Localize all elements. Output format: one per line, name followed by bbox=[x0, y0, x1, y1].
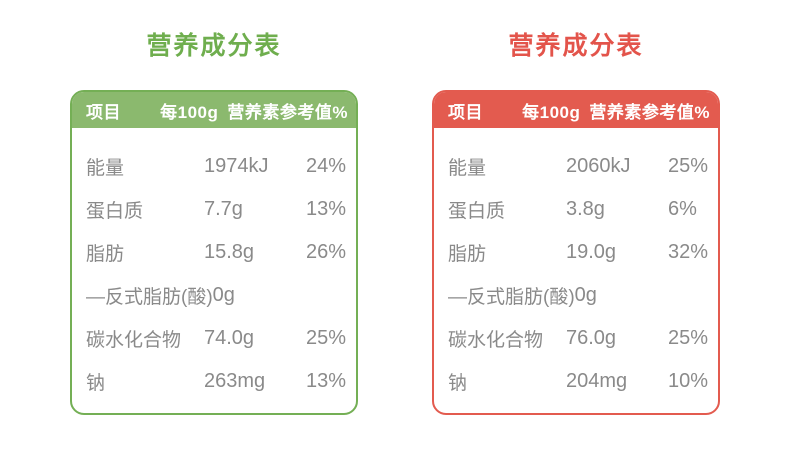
row-label: 脂肪 bbox=[448, 244, 487, 265]
row-label: —反式脂肪(酸) bbox=[86, 287, 213, 308]
row-label: 蛋白质 bbox=[448, 201, 506, 222]
row-label: 钠 bbox=[448, 373, 468, 394]
nutrition-panel-red: 营养成分表 项目 每100g 营养素参考值% 能量 2060kJ 25% 蛋白质… bbox=[432, 26, 720, 415]
panel-title-red: 营养成分表 bbox=[508, 32, 644, 60]
table-row-transfat: —反式脂肪(酸) 0g bbox=[72, 274, 356, 317]
table-row-fat: 脂肪 15.8g 26% bbox=[72, 231, 356, 274]
table-row-protein: 蛋白质 3.8g 6% bbox=[434, 188, 718, 231]
row-value: 2060kJ bbox=[566, 155, 631, 177]
row-value: 74.0g bbox=[204, 327, 255, 349]
row-nrv: 24% bbox=[306, 155, 347, 177]
row-value: 0g bbox=[574, 284, 597, 306]
table-header-red: 项目 每100g 营养素参考值% bbox=[434, 92, 718, 128]
table-header-green: 项目 每100g 营养素参考值% bbox=[72, 92, 356, 128]
row-label: 碳水化合物 bbox=[86, 330, 182, 351]
row-value: 3.8g bbox=[566, 198, 605, 220]
nutrition-table-red: 项目 每100g 营养素参考值% 能量 2060kJ 25% 蛋白质 3.8g … bbox=[432, 90, 720, 415]
table-body-green: 能量 1974kJ 24% 蛋白质 7.7g 13% 脂肪 15.8g 26% … bbox=[72, 128, 356, 403]
row-nrv: 26% bbox=[306, 241, 347, 263]
row-value: 263mg bbox=[204, 370, 266, 392]
table-row-fat: 脂肪 19.0g 32% bbox=[434, 231, 718, 274]
table-row-sodium: 钠 263mg 13% bbox=[72, 360, 356, 403]
row-nrv: 25% bbox=[668, 327, 709, 349]
table-row-protein: 蛋白质 7.7g 13% bbox=[72, 188, 356, 231]
row-nrv: 13% bbox=[306, 370, 347, 392]
row-value: 1974kJ bbox=[204, 155, 269, 177]
row-label: 碳水化合物 bbox=[448, 330, 544, 351]
row-nrv: 13% bbox=[306, 198, 347, 220]
table-row-carbohydrate: 碳水化合物 74.0g 25% bbox=[72, 317, 356, 360]
row-label: 能量 bbox=[448, 158, 487, 179]
header-col-per100g: 每100g bbox=[160, 102, 219, 122]
nutrition-tables-comparison: 营养成分表 项目 每100g 营养素参考值% 能量 1974kJ 24% 蛋白质… bbox=[70, 26, 720, 415]
header-col-item: 项目 bbox=[86, 102, 121, 122]
header-col-per100g: 每100g bbox=[522, 102, 581, 122]
nutrition-panel-green: 营养成分表 项目 每100g 营养素参考值% 能量 1974kJ 24% 蛋白质… bbox=[70, 26, 358, 415]
row-value: 204mg bbox=[566, 370, 628, 392]
row-nrv: 25% bbox=[306, 327, 347, 349]
row-value: 15.8g bbox=[204, 241, 255, 263]
row-nrv: 10% bbox=[668, 370, 709, 392]
header-col-nrv: 营养素参考值% bbox=[227, 102, 348, 122]
row-label: 钠 bbox=[86, 373, 106, 394]
table-row-energy: 能量 1974kJ 24% bbox=[72, 145, 356, 188]
table-row-carbohydrate: 碳水化合物 76.0g 25% bbox=[434, 317, 718, 360]
table-row-sodium: 钠 204mg 10% bbox=[434, 360, 718, 403]
row-value: 76.0g bbox=[566, 327, 617, 349]
row-nrv: 25% bbox=[668, 155, 709, 177]
row-value: 7.7g bbox=[204, 198, 243, 220]
row-value: 0g bbox=[212, 284, 235, 306]
row-label: 蛋白质 bbox=[86, 201, 144, 222]
row-nrv: 32% bbox=[668, 241, 709, 263]
row-label: —反式脂肪(酸) bbox=[448, 287, 575, 308]
row-value: 19.0g bbox=[566, 241, 617, 263]
nutrition-table-green: 项目 每100g 营养素参考值% 能量 1974kJ 24% 蛋白质 7.7g … bbox=[70, 90, 358, 415]
row-label: 脂肪 bbox=[86, 244, 125, 265]
table-body-red: 能量 2060kJ 25% 蛋白质 3.8g 6% 脂肪 19.0g 32% —… bbox=[434, 128, 718, 403]
panel-title-green: 营养成分表 bbox=[146, 32, 282, 60]
table-row-transfat: —反式脂肪(酸) 0g bbox=[434, 274, 718, 317]
header-col-nrv: 营养素参考值% bbox=[589, 102, 710, 122]
table-row-energy: 能量 2060kJ 25% bbox=[434, 145, 718, 188]
row-label: 能量 bbox=[86, 158, 125, 179]
header-col-item: 项目 bbox=[448, 102, 483, 122]
row-nrv: 6% bbox=[668, 198, 697, 220]
